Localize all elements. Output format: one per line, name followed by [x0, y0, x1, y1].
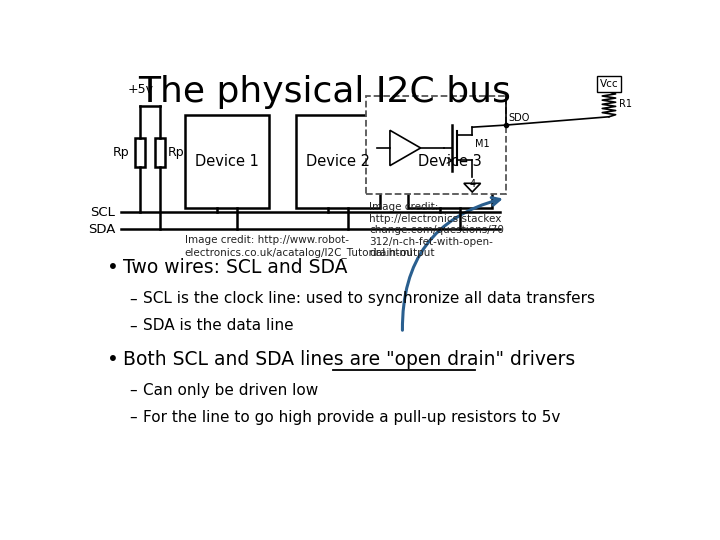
Polygon shape — [390, 130, 420, 166]
Text: Rp: Rp — [168, 146, 184, 159]
Text: SCL: SCL — [90, 206, 115, 219]
Text: Can only be driven low: Can only be driven low — [143, 383, 318, 398]
Bar — [135, 138, 145, 167]
Text: SDA is the data line: SDA is the data line — [143, 319, 294, 333]
Bar — [297, 114, 380, 208]
Text: M1: M1 — [475, 139, 490, 149]
Text: –: – — [129, 319, 137, 333]
Text: SCL is the clock line: used to synchronize all data transfers: SCL is the clock line: used to synchroni… — [143, 292, 595, 306]
Text: Device 3: Device 3 — [418, 154, 482, 169]
Text: Vcc: Vcc — [600, 79, 618, 89]
Text: Device 1: Device 1 — [195, 154, 258, 169]
Text: 4: 4 — [469, 179, 475, 189]
Text: –: – — [129, 292, 137, 306]
Text: Both SCL and SDA lines are "open drain" drivers: Both SCL and SDA lines are "open drain" … — [124, 349, 576, 369]
Text: –: – — [129, 383, 137, 398]
Bar — [408, 114, 492, 208]
Text: R1: R1 — [619, 99, 632, 109]
Text: +5v: +5v — [127, 83, 153, 96]
Bar — [155, 138, 165, 167]
FancyArrowPatch shape — [402, 198, 500, 330]
Text: Device 2: Device 2 — [306, 154, 370, 169]
Text: The physical I2C bus: The physical I2C bus — [138, 75, 510, 109]
Text: –: – — [129, 410, 137, 425]
Bar — [185, 114, 269, 208]
Text: Image credit: http://www.robot-
electronics.co.uk/acatalog/I2C_Tutorial.html: Image credit: http://www.robot- electron… — [185, 235, 413, 258]
Text: For the line to go high provide a pull-up resistors to 5v: For the line to go high provide a pull-u… — [143, 410, 560, 425]
Text: •: • — [107, 349, 119, 369]
Bar — [366, 96, 505, 194]
Text: •: • — [107, 258, 119, 277]
Polygon shape — [464, 183, 481, 192]
Text: SDO: SDO — [508, 113, 530, 123]
Text: Image credit:
http://electronics.stackex
change.com/questions/70
312/n-ch-fet-wi: Image credit: http://electronics.stackex… — [369, 202, 504, 259]
Text: Two wires: SCL and SDA: Two wires: SCL and SDA — [124, 258, 348, 277]
Text: Rp: Rp — [113, 146, 130, 159]
Text: SDA: SDA — [88, 222, 115, 235]
